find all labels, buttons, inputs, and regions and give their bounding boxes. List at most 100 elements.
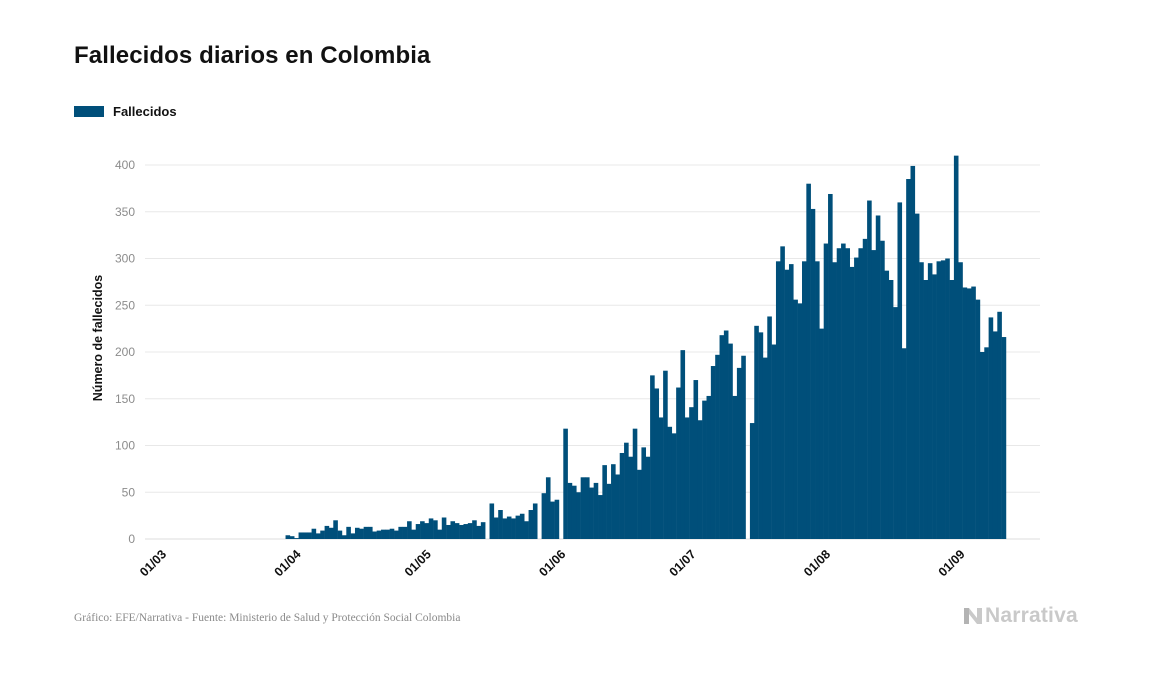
bar <box>320 530 325 539</box>
x-tick-label: 01/08 <box>801 547 833 579</box>
bar <box>563 428 568 539</box>
bar <box>962 287 968 539</box>
bar <box>828 193 833 540</box>
bar <box>693 380 699 539</box>
bar <box>372 531 377 539</box>
bar <box>454 523 460 539</box>
bar <box>450 521 456 539</box>
y-tick-label: 250 <box>115 298 135 312</box>
bar <box>645 456 651 539</box>
bar <box>311 528 317 539</box>
bar <box>880 240 885 540</box>
bar <box>775 261 781 539</box>
x-tick-label: 01/05 <box>402 547 434 579</box>
bar <box>932 274 937 539</box>
bar <box>888 280 894 539</box>
bar <box>576 492 581 539</box>
bar <box>641 447 647 539</box>
bar <box>650 375 655 540</box>
bar <box>354 527 360 539</box>
bar <box>428 518 434 539</box>
bar <box>736 367 742 539</box>
gridlines <box>145 164 1040 540</box>
bar <box>780 246 785 539</box>
bar <box>754 325 759 539</box>
bar <box>893 307 898 539</box>
bar <box>498 510 503 539</box>
y-axis-ticks: 0 50 100 150 200 250 300 350 400 <box>115 158 135 546</box>
bar <box>502 518 508 539</box>
bar <box>758 332 764 539</box>
y-tick-label: 150 <box>115 392 135 406</box>
bar <box>359 528 364 539</box>
bar <box>953 155 959 539</box>
bar <box>1001 337 1007 539</box>
bar <box>966 288 972 539</box>
x-tick-label: 01/07 <box>667 547 699 579</box>
bar <box>459 524 464 539</box>
bar <box>849 266 855 539</box>
bar <box>589 487 594 539</box>
bar <box>867 200 872 539</box>
bar <box>294 538 299 539</box>
bar <box>741 355 746 539</box>
bar <box>394 530 399 539</box>
bar <box>984 347 989 539</box>
y-tick-label: 0 <box>128 532 135 546</box>
bar <box>897 202 903 539</box>
bar <box>624 442 629 539</box>
bar <box>658 417 664 539</box>
bar <box>619 452 625 539</box>
bar <box>602 465 607 539</box>
bar <box>914 213 920 539</box>
bar <box>446 524 451 539</box>
bar <box>598 495 603 539</box>
bar <box>689 407 694 539</box>
bar <box>328 527 334 539</box>
bar <box>363 526 369 539</box>
bar <box>567 482 573 539</box>
bar <box>493 517 499 539</box>
bar <box>615 474 620 539</box>
bar <box>784 269 790 539</box>
bar <box>389 528 395 539</box>
bar <box>519 513 525 539</box>
bar <box>684 417 690 539</box>
bar <box>285 535 291 539</box>
bar <box>545 477 551 539</box>
bar <box>715 354 720 539</box>
bar <box>441 517 447 539</box>
bar <box>385 529 390 539</box>
bar <box>676 387 681 539</box>
bar <box>420 521 425 539</box>
bar <box>958 262 963 539</box>
y-tick-label: 200 <box>115 345 135 359</box>
bar <box>875 215 881 540</box>
bar <box>797 303 803 539</box>
bar <box>333 520 338 539</box>
bar <box>923 280 929 539</box>
bar <box>350 533 356 539</box>
bar <box>997 311 1002 539</box>
bar <box>480 522 486 539</box>
bar <box>884 270 890 539</box>
bar <box>810 208 816 539</box>
bar <box>697 420 703 539</box>
bar <box>919 262 924 539</box>
bar <box>632 428 638 539</box>
bar <box>671 433 677 539</box>
bar <box>728 343 733 539</box>
bar <box>606 483 612 539</box>
bar <box>554 499 560 539</box>
bar <box>376 530 382 539</box>
bar <box>346 526 351 539</box>
legend-label: Fallecidos <box>113 104 177 119</box>
bar <box>802 261 807 539</box>
bar <box>489 503 495 539</box>
bar <box>368 526 373 539</box>
bar <box>771 344 777 539</box>
bar <box>667 426 673 539</box>
bar <box>433 520 438 539</box>
bar <box>298 532 304 539</box>
